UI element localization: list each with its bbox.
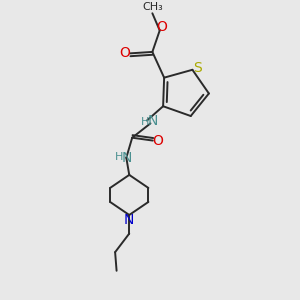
Text: N: N xyxy=(148,114,158,128)
Text: H: H xyxy=(115,152,123,162)
Text: O: O xyxy=(119,46,130,60)
Text: S: S xyxy=(193,61,202,75)
Text: N: N xyxy=(122,151,132,165)
Text: CH₃: CH₃ xyxy=(142,2,163,12)
Text: H: H xyxy=(141,117,150,127)
Text: N: N xyxy=(124,213,134,227)
Text: O: O xyxy=(156,20,167,34)
Text: O: O xyxy=(153,134,164,148)
